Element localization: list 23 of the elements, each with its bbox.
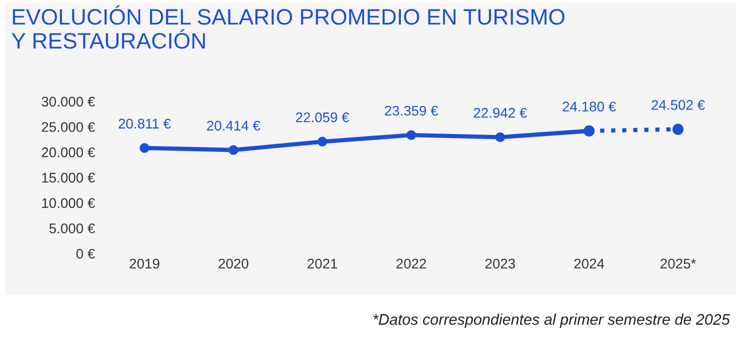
y-tick-label: 15.000 € bbox=[42, 172, 95, 183]
y-tick-label: 25.000 € bbox=[42, 122, 95, 132]
data-label: 22.942 € bbox=[474, 108, 528, 118]
chart-title: EVOLUCIÓN DEL SALARIO PROMEDIO EN TURISMO Y RESTAURACIÓN bbox=[12, 5, 564, 49]
data-label: 22.059 € bbox=[296, 112, 350, 122]
data-label: 20.414 € bbox=[207, 120, 260, 131]
data-label: 24.180 € bbox=[562, 102, 616, 112]
x-tick-label: 2025* bbox=[660, 258, 696, 269]
x-tick-label: 2023 bbox=[485, 258, 516, 269]
data-label: 20.811 € bbox=[118, 118, 171, 129]
y-tick-label: 5.000 € bbox=[49, 223, 95, 234]
text: *Datos correspondientes al primer semestre de 2025 bbox=[373, 314, 730, 328]
data-label: 24.502 € bbox=[652, 100, 705, 110]
x-tick-label: 2019 bbox=[130, 258, 160, 269]
data-label: 23.359 € bbox=[384, 106, 438, 116]
x-tick-label: 2024 bbox=[574, 258, 604, 269]
y-tick-label: 0 € bbox=[76, 248, 95, 259]
x-tick-label: 2022 bbox=[396, 258, 426, 269]
y-tick-label: 10.000 € bbox=[42, 198, 95, 208]
y-tick-label: 30.000 € bbox=[42, 96, 95, 107]
y-tick-label: 20.000 € bbox=[42, 147, 95, 158]
x-tick-label: 2021 bbox=[308, 258, 338, 269]
x-tick-label: 2020 bbox=[218, 258, 248, 269]
